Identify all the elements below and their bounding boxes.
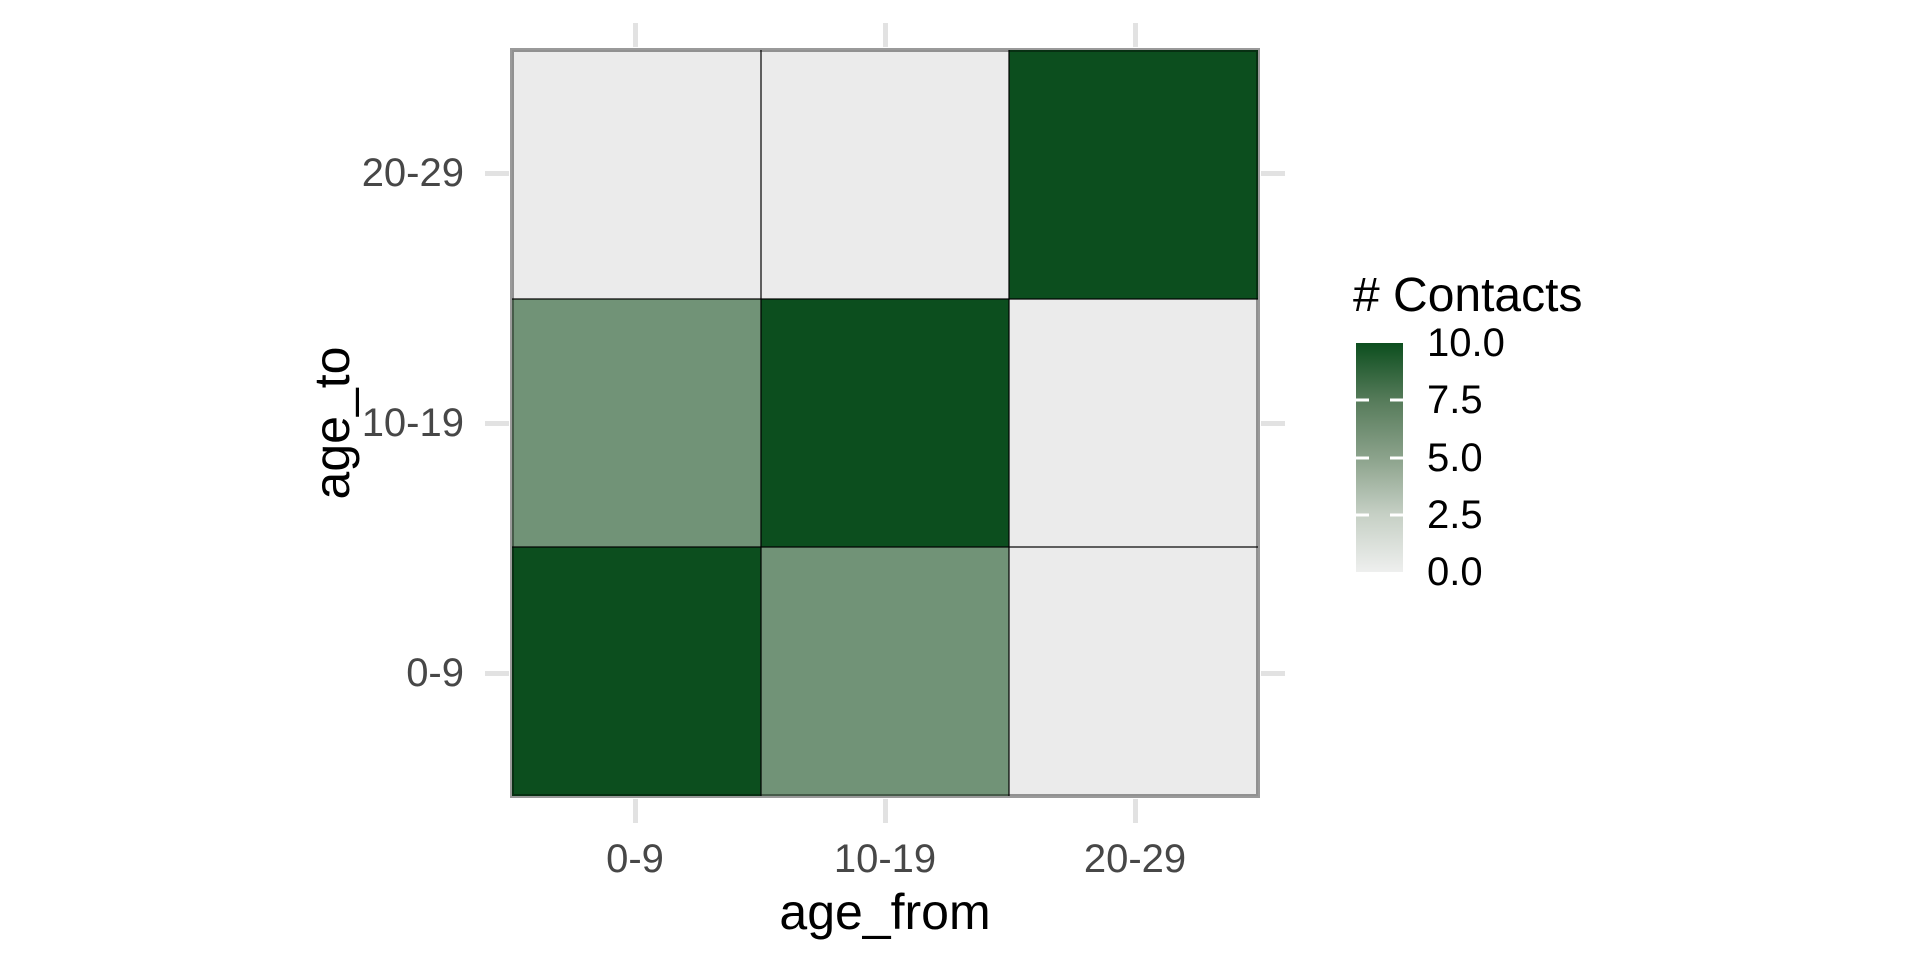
x-tick-label: 0-9 — [606, 837, 664, 881]
heatmap-cell — [1009, 50, 1258, 299]
heatmap-cell — [760, 547, 1010, 796]
x-axis-title: age_from — [779, 884, 991, 940]
heatmap-cell — [512, 547, 761, 796]
axis-tick-x-bottom — [632, 799, 638, 823]
heatmap-cell — [760, 50, 1010, 299]
legend-tick-label: 10.0 — [1427, 321, 1505, 365]
x-tick-label: 10-19 — [833, 837, 937, 881]
heatmap-cell — [512, 298, 761, 548]
legend-tick-mark — [1390, 456, 1403, 459]
legend-tick-mark — [1390, 398, 1403, 402]
axis-tick-y-right — [1261, 170, 1285, 176]
y-tick-label: 0-9 — [406, 651, 464, 695]
legend-title: # Contacts — [1353, 269, 1583, 322]
heatmap-panel — [510, 48, 1260, 798]
legend-tick-label: 2.5 — [1427, 492, 1483, 537]
heatmap-cell — [512, 50, 761, 299]
y-tick-label: 10-19 — [361, 401, 464, 445]
axis-tick-y-right — [1261, 420, 1285, 426]
legend-tick-label: 7.5 — [1427, 378, 1483, 423]
axis-tick-y-right — [1261, 670, 1285, 676]
axis-tick-x-top — [882, 23, 888, 47]
axis-tick-x-bottom — [1132, 799, 1138, 823]
legend-tick-mark — [1356, 456, 1369, 459]
legend-tick-mark — [1356, 513, 1369, 517]
heatmap-cell — [760, 298, 1010, 548]
legend-tick-mark — [1356, 398, 1369, 402]
y-axis-title: age_to — [304, 346, 360, 500]
axis-tick-y-left — [485, 420, 509, 426]
heatmap-cell — [1009, 547, 1258, 796]
axis-tick-y-left — [485, 670, 509, 676]
axis-tick-x-top — [1132, 23, 1138, 47]
legend-tick-label: 0.0 — [1427, 550, 1483, 594]
axis-tick-x-top — [632, 23, 638, 47]
y-tick-label: 20-29 — [361, 151, 464, 195]
legend-tick-mark — [1390, 513, 1403, 517]
legend-tick-label: 5.0 — [1427, 435, 1483, 480]
x-tick-label: 20-29 — [1083, 837, 1187, 881]
axis-tick-y-left — [485, 170, 509, 176]
axis-tick-x-bottom — [882, 799, 888, 823]
heatmap-cell — [1009, 298, 1258, 548]
